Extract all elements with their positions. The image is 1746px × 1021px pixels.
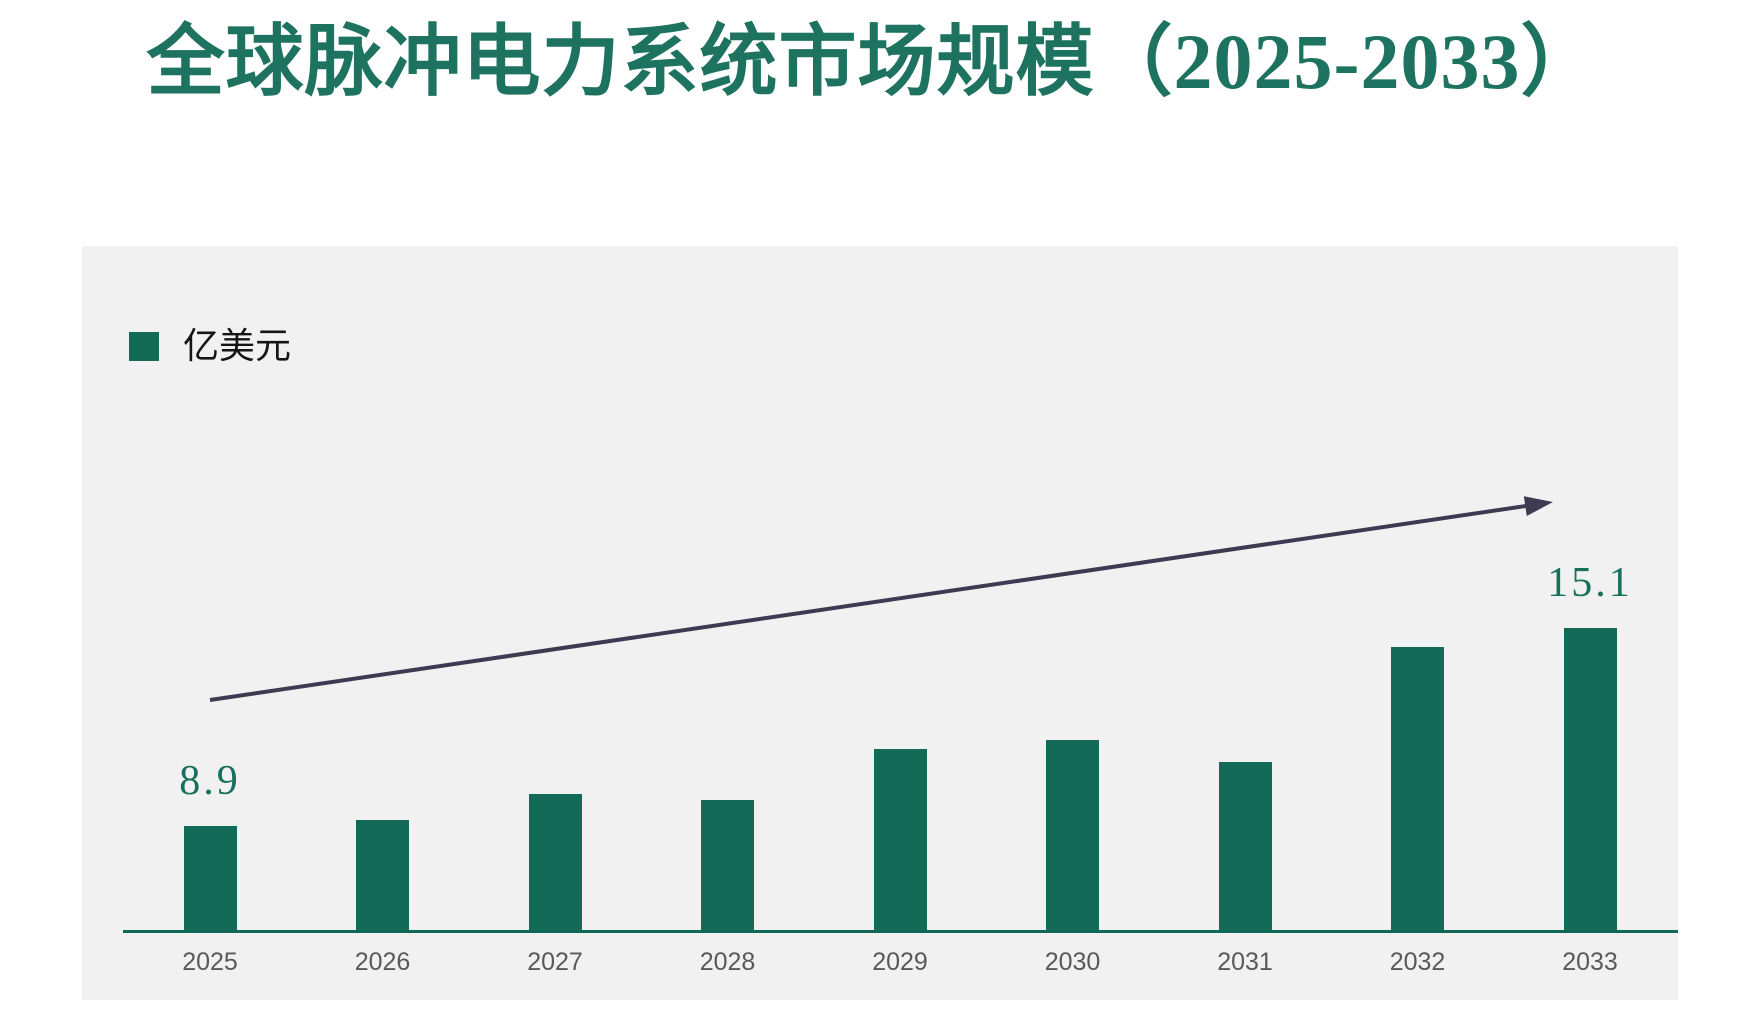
chart-title: 全球脉冲电力系统市场规模（2025-2033） [146, 18, 1600, 105]
trend-arrow-line [209, 503, 1528, 702]
plot-area: 2025 8.9 2026 2027 2028 2029 2030 2031 2032 2033 1… [82, 246, 1678, 1000]
x-axis-label-2030: 2030 [1044, 948, 1101, 976]
bar-value-label-2025: 8.9 [179, 758, 241, 804]
x-axis-label-2029: 2029 [872, 948, 928, 976]
bar-2027 [528, 794, 582, 930]
x-axis-label-2026: 2026 [354, 948, 411, 976]
x-axis-label-2025: 2025 [182, 948, 238, 976]
trend-arrow-head [1523, 496, 1553, 516]
legend: 亿美元 [129, 328, 291, 364]
x-axis-line [123, 930, 1678, 933]
bar-2031 [1218, 762, 1272, 930]
chart-panel: 亿美元 2025 8.9 2026 2027 2028 2029 2030 2031 2032 2… [82, 246, 1678, 1000]
bar-2030 [1046, 740, 1099, 930]
bar-value-label-2033: 15.1 [1547, 560, 1633, 606]
bar-2032 [1391, 647, 1444, 930]
legend-swatch [129, 331, 159, 361]
x-axis-label-2027: 2027 [527, 948, 583, 976]
bar-2028 [701, 800, 754, 930]
x-axis-label-2032: 2032 [1389, 948, 1446, 976]
bar-2026 [356, 820, 409, 930]
bar-2025 [183, 826, 237, 930]
x-axis-label-2031: 2031 [1217, 948, 1273, 976]
x-axis-label-2028: 2028 [699, 948, 756, 976]
bar-2033 [1563, 628, 1617, 930]
legend-label: 亿美元 [183, 326, 292, 366]
trend-arrow-icon [209, 496, 1553, 702]
x-axis-label-2033: 2033 [1562, 948, 1618, 976]
bar-2029 [873, 749, 927, 930]
